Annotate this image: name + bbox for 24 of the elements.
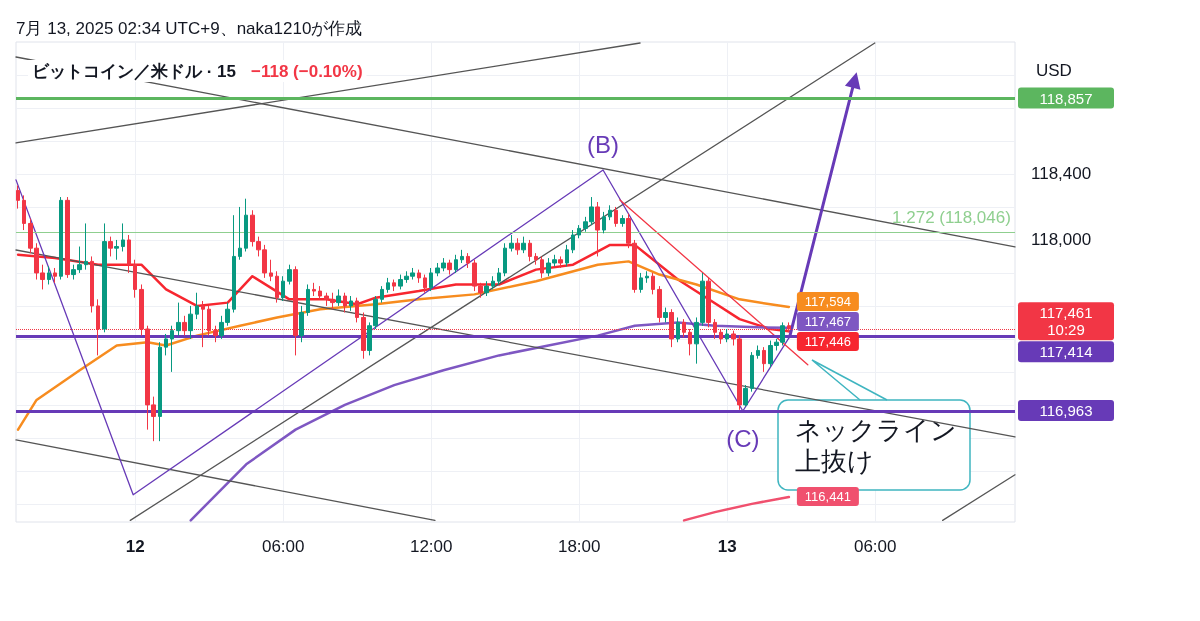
text: ビットコイン／米ドル · 15	[32, 61, 237, 81]
ref-line-label: 116,963	[1039, 401, 1093, 419]
x-tick-label: 12	[125, 537, 145, 556]
x-tick-label: 12:00	[409, 537, 453, 556]
data-label: 116,441	[804, 489, 851, 505]
data-label: 117,446	[804, 334, 851, 350]
text: 7月 13, 2025 02:34 UTC+9、naka1210が作成	[16, 18, 363, 38]
x-tick-label: 06:00	[261, 537, 305, 556]
annotation: 1.272 (118,046)	[892, 208, 1011, 228]
data-label: 117,467	[804, 314, 851, 330]
ref-line-label: 117,461 10:29	[1039, 304, 1093, 339]
x-tick-label: 13	[717, 537, 737, 556]
x-tick-label: 06:00	[853, 537, 897, 556]
ref-line-label: 118,857	[1039, 89, 1093, 107]
annotation: ネックライン上抜け	[795, 414, 957, 476]
ref-line-label: 117,414	[1039, 343, 1093, 361]
x-tick-label: 18:00	[557, 537, 601, 556]
y-axis-title: USD	[1036, 60, 1072, 80]
annotation: (C)	[726, 425, 760, 453]
y-tick-label: 118,400	[1031, 164, 1092, 184]
y-tick-label: 118,000	[1031, 230, 1092, 250]
data-label: 117,594	[804, 294, 851, 310]
annotation: (B)	[587, 130, 620, 158]
text: −118 (−0.10%)	[251, 61, 363, 81]
